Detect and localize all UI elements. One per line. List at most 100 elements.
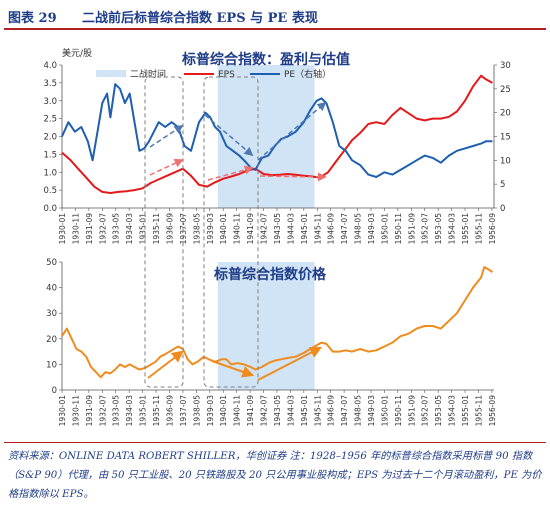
dashed-box-prewar xyxy=(144,76,184,388)
dashed-box-wartime xyxy=(203,76,259,388)
x-tick-label: 1940-11 xyxy=(233,213,242,245)
bottom-series-group xyxy=(61,266,494,379)
arrow-eps-rise-prewar xyxy=(149,158,184,176)
arrow-eps-flat-postwar xyxy=(259,172,327,182)
x-tick-label: 1955-11 xyxy=(474,213,483,245)
x-tick-label: 1952-07 xyxy=(421,213,430,245)
x-tick-label: 1934-03 xyxy=(125,213,134,245)
y-tick-label-left: 0.0 xyxy=(43,204,57,214)
x-tick-label: 1930-01 xyxy=(58,395,67,427)
x-tick-label: 1930-11 xyxy=(71,395,80,427)
x-tick-label: 1931-09 xyxy=(85,213,94,245)
arrow-pe-rise-postwar xyxy=(257,101,327,161)
y-tick-label-right: 15 xyxy=(500,133,511,143)
x-tick-label: 1939-03 xyxy=(206,395,215,427)
y-tick-label-left: 4.0 xyxy=(43,61,57,71)
war-period-shade-top xyxy=(217,65,315,208)
bottom-chart-title: 标普综合指数价格 xyxy=(213,266,327,283)
x-tick-label: 1940-01 xyxy=(219,395,228,427)
x-tick-label: 1945-01 xyxy=(300,213,309,245)
x-tick-label: 1941-09 xyxy=(246,213,255,245)
bottom-axes: 0 10 20 30 40 50 1930-01 1930-11 1931-09 1932-07 1… xyxy=(46,258,497,426)
x-tick-label: 1955-01 xyxy=(461,395,470,427)
x-tick-label: 1938-05 xyxy=(192,395,201,427)
x-tick-label: 1935-11 xyxy=(152,395,161,427)
y-tick-label: 0 xyxy=(52,386,57,396)
arrow-pe-rise-prewar xyxy=(149,125,184,148)
eps-series-line xyxy=(61,74,493,194)
y-tick-label-left: 3.5 xyxy=(43,79,57,89)
y-tick-label-left: 3.0 xyxy=(43,97,57,107)
y-tick-label: 20 xyxy=(46,335,57,345)
x-tick-label: 1952-07 xyxy=(421,395,430,427)
x-tick-label: 1932-07 xyxy=(98,395,107,427)
x-tick-label: 1930-01 xyxy=(58,213,67,245)
y-tick-label-left: 2.5 xyxy=(43,115,57,125)
x-tick-label: 1955-11 xyxy=(474,395,483,427)
x-tick-label: 1935-01 xyxy=(139,395,148,427)
top-left-axis-unit: 美元/股 xyxy=(62,47,92,59)
x-tick-label: 1954-03 xyxy=(448,395,457,427)
y-tick-label-left: 1.5 xyxy=(43,150,57,160)
report-header: 图表 29 二战前后标普综合指数 EPS 与 PE 表现 xyxy=(0,0,550,30)
y-tick-label-left: 1.0 xyxy=(43,168,57,178)
legend-swatch-war xyxy=(96,70,126,77)
x-tick-label: 1935-01 xyxy=(139,213,148,245)
x-tick-label: 1948-05 xyxy=(354,213,363,245)
x-tick-label: 1932-07 xyxy=(98,213,107,245)
x-tick-label: 1946-09 xyxy=(327,213,336,245)
x-tick-label: 1935-11 xyxy=(152,213,161,245)
x-tick-label: 1930-11 xyxy=(71,213,80,245)
source-note: 资料来源：ONLINE DATA ROBERT SHILLER，华创证券 注：1… xyxy=(8,451,542,500)
x-tick-label: 1954-03 xyxy=(448,213,457,245)
x-tick-label: 1947-07 xyxy=(340,213,349,245)
legend-label-eps: EPS xyxy=(218,70,235,80)
x-tick-label: 1956-09 xyxy=(488,213,497,245)
arrow-pe-fall-wartime xyxy=(204,114,254,157)
x-tick-label: 1938-05 xyxy=(192,213,201,245)
x-tick-label: 1956-09 xyxy=(488,395,497,427)
legend-label-war: 二战时间 xyxy=(130,68,166,80)
x-tick-label: 1934-03 xyxy=(125,395,134,427)
top-chart-title: 标普综合指数：盈利与估值 xyxy=(181,51,350,68)
x-tick-label: 1944-03 xyxy=(286,395,295,427)
x-tick-label: 1931-09 xyxy=(85,395,94,427)
x-tick-label: 1951-09 xyxy=(407,395,416,427)
x-tick-label: 1953-05 xyxy=(434,395,443,427)
x-tick-label: 1941-09 xyxy=(246,395,255,427)
y-tick-label: 40 xyxy=(46,284,57,294)
annotation-arrows xyxy=(147,101,327,381)
x-tick-label: 1951-09 xyxy=(407,213,416,245)
y-tick-label: 10 xyxy=(46,360,57,370)
x-tick-label: 1948-05 xyxy=(354,395,363,427)
y-tick-label: 30 xyxy=(46,309,57,319)
x-tick-label: 1942-07 xyxy=(260,213,269,245)
y-tick-label-right: 25 xyxy=(500,85,511,95)
x-tick-label: 1945-11 xyxy=(313,213,322,245)
x-tick-label: 1936-09 xyxy=(165,213,174,245)
x-tick-label: 1945-11 xyxy=(313,395,322,427)
y-tick-label-right: 20 xyxy=(500,109,511,119)
top-axes: 0.0 0.5 1.0 1.5 2.0 2.5 3.0 3.5 4.0 0 5 10 15 20 25 30 1… xyxy=(43,61,510,244)
x-tick-label: 1943-05 xyxy=(273,395,282,427)
x-tick-label: 1940-11 xyxy=(233,395,242,427)
y-tick-label-right: 30 xyxy=(500,61,511,71)
arrow-price-fall-wartime xyxy=(211,360,255,378)
x-tick-label: 1937-07 xyxy=(179,395,188,427)
top-legend: 二战时间 EPS PE（右轴） xyxy=(96,68,331,80)
x-tick-label: 1950-11 xyxy=(394,395,403,427)
y-tick-label-left: 0.5 xyxy=(43,186,57,196)
arrow-price-rise-postwar xyxy=(257,346,323,381)
figure-title: 二战前后标普综合指数 EPS 与 PE 表现 xyxy=(82,11,318,26)
x-tick-label: 1943-05 xyxy=(273,213,282,245)
y-tick-label-right: 10 xyxy=(500,156,511,166)
x-tick-label: 1945-01 xyxy=(300,395,309,427)
footer-divider xyxy=(4,442,546,443)
x-tick-label: 1940-01 xyxy=(219,213,228,245)
arrow-price-rise-prewar xyxy=(147,350,184,379)
x-tick-label: 1949-03 xyxy=(367,213,376,245)
x-tick-label: 1933-05 xyxy=(112,213,121,245)
price-series-line xyxy=(61,266,494,379)
chart-area: 0.0 0.5 1.0 1.5 2.0 2.5 3.0 3.5 4.0 0 5 10 15 20 25 30 1… xyxy=(43,47,510,426)
x-tick-label: 1946-09 xyxy=(327,395,336,427)
